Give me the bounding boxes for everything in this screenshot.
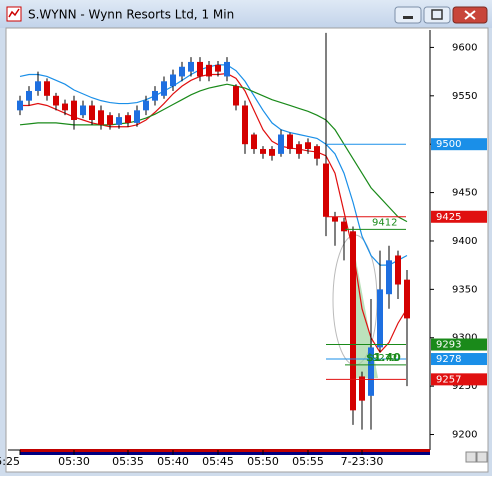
candle-body — [341, 221, 347, 232]
candle-body — [332, 216, 338, 222]
plot-area — [17, 32, 410, 430]
level-box — [431, 210, 487, 223]
candle-body — [287, 134, 293, 150]
candle-body — [269, 149, 275, 156]
candle-body — [314, 146, 320, 159]
candle-body — [161, 81, 167, 96]
x-tick-label: 05:45 — [202, 455, 234, 468]
level-label: 9293 — [436, 340, 461, 351]
x-tick-label: 05:55 — [292, 455, 324, 468]
moving-average-line — [20, 72, 408, 354]
y-tick-label: 9300 — [452, 333, 477, 344]
level-box — [431, 353, 487, 366]
candle-body — [152, 90, 158, 101]
candle-body — [395, 255, 401, 285]
y-tick-label: 9450 — [452, 188, 477, 199]
level-box — [431, 373, 487, 386]
close-glyph — [464, 10, 476, 20]
level-box — [431, 138, 487, 151]
candle-body — [305, 142, 311, 150]
candle-body — [242, 105, 248, 145]
x-tick-label: 05:40 — [157, 455, 189, 468]
scroll-left-button[interactable] — [465, 451, 477, 463]
candle-body — [233, 86, 239, 106]
x-tick-label: 05:30 — [58, 455, 90, 468]
candle-body — [44, 81, 50, 96]
level-box — [431, 338, 487, 351]
candle-body — [377, 289, 383, 348]
moving-average-line — [19, 64, 408, 266]
candle-body — [350, 231, 356, 411]
candle-body — [224, 61, 230, 77]
candle-body — [71, 100, 77, 120]
y-tick-label: 9600 — [452, 42, 477, 53]
candle-body — [107, 115, 113, 125]
candle-body — [215, 64, 221, 72]
level-label: 9272 — [372, 353, 397, 364]
y-tick-label: 9550 — [452, 91, 477, 102]
candle-body — [143, 100, 149, 111]
candle-body — [404, 279, 410, 319]
candle-body — [26, 90, 32, 101]
candle-body — [170, 74, 176, 87]
candle-body — [35, 81, 41, 91]
level-label: 9425 — [436, 212, 461, 223]
candle-body — [62, 103, 68, 111]
maximize-button[interactable] — [423, 6, 451, 24]
candle-body — [134, 110, 140, 123]
candle-body — [359, 376, 365, 401]
candle-body — [197, 61, 203, 77]
candle-body — [260, 149, 266, 154]
candle-body — [323, 163, 329, 217]
candle-body — [17, 100, 23, 111]
candle-body — [89, 105, 95, 120]
level-label: 9278 — [436, 354, 461, 365]
y-tick-label: 9250 — [452, 381, 477, 392]
candle-body — [116, 117, 122, 125]
level-label: 9412 — [372, 217, 397, 228]
y-tick-label: 9350 — [452, 284, 477, 295]
candle-body — [206, 64, 212, 77]
maximize-glyph — [431, 9, 443, 20]
y-tick-label: 9200 — [452, 430, 477, 441]
candle-body — [53, 95, 59, 106]
y-tick-label: 9400 — [452, 236, 477, 247]
scroll-right-button[interactable] — [476, 451, 488, 463]
x-tick-label: 5:25 — [0, 455, 20, 468]
app-icon-glyph — [8, 8, 20, 18]
chart-panel — [5, 27, 489, 473]
candle-body — [125, 115, 131, 123]
candle-body — [251, 134, 257, 150]
candle-body — [368, 347, 374, 396]
level-label: 9257 — [436, 374, 461, 385]
candle-body — [278, 134, 284, 154]
candle-body — [80, 105, 86, 116]
scroll-bar-top — [20, 449, 430, 452]
candle-body — [296, 144, 302, 154]
minimize-glyph — [403, 16, 413, 19]
window-title: S.WYNN - Wynn Resorts Ltd, 1 Min — [28, 8, 234, 22]
candle-body — [179, 66, 185, 77]
annotation: $1.40 — [366, 351, 401, 364]
x-tick-label: 05:50 — [247, 455, 279, 468]
moving-average-line — [19, 83, 408, 223]
candle-body — [386, 260, 392, 295]
minimize-button[interactable] — [394, 6, 422, 24]
x-tick-label: 05:35 — [112, 455, 144, 468]
x-tick-label: 7-23:30 — [341, 455, 384, 468]
level-label: 9500 — [436, 139, 461, 150]
candle-body — [188, 61, 194, 72]
candle-body — [98, 110, 104, 125]
scroll-bar[interactable] — [20, 452, 430, 455]
